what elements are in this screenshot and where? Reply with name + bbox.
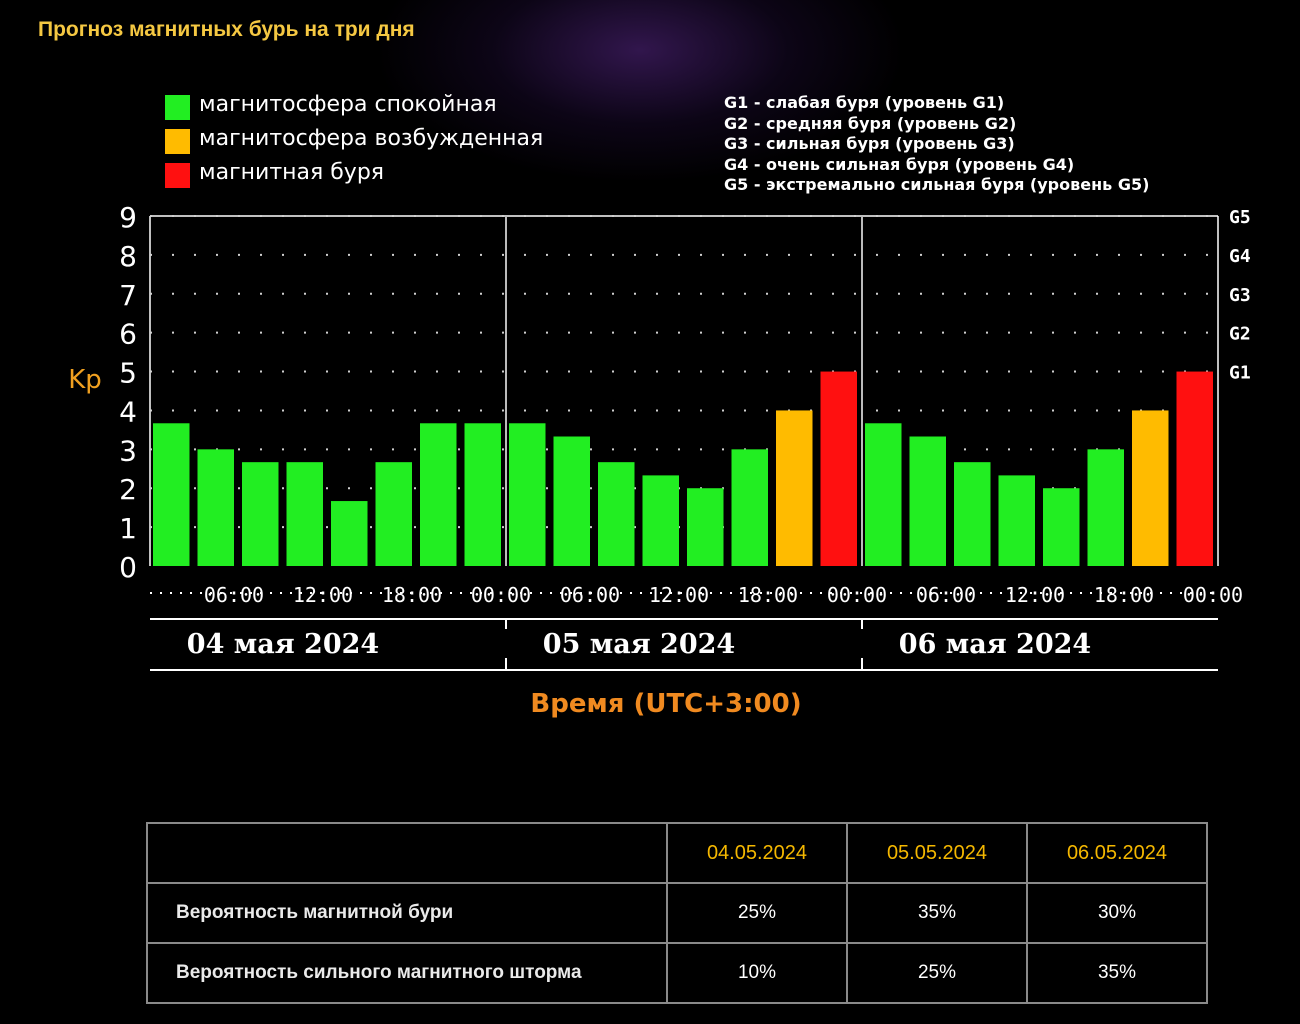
g-level-3: G3 - сильная буря (уровень G3): [724, 134, 1015, 153]
legend-swatch-active: [165, 129, 190, 154]
x-tick-label: 00:00: [827, 583, 887, 607]
table-header-date: 04.05.2024: [666, 822, 848, 884]
g-tick-label: G5: [1229, 207, 1251, 228]
kp-bar: [242, 462, 279, 566]
y-tick-label: 5: [119, 357, 137, 390]
kp-bar: [331, 501, 368, 566]
kp-bar: [909, 436, 946, 566]
table-header-row: 04.05.2024 05.05.2024 06.05.2024: [146, 822, 1208, 884]
table-row-label: Вероятность сильного магнитного шторма: [146, 942, 668, 1004]
kp-bar: [820, 371, 857, 566]
table-header-empty: [146, 822, 668, 884]
kp-bar: [731, 449, 768, 566]
g-tick-label: G3: [1229, 285, 1251, 306]
legend-swatch-quiet: [165, 95, 190, 120]
table-header-date: 05.05.2024: [846, 822, 1028, 884]
kp-bar: [197, 449, 234, 566]
x-tick-label: 12:00: [649, 583, 709, 607]
x-tick-label: 12:00: [1005, 583, 1065, 607]
table-header-date: 06.05.2024: [1026, 822, 1208, 884]
y-tick-label: 2: [119, 473, 137, 506]
g-level-4: G4 - очень сильная буря (уровень G4): [724, 154, 1075, 174]
kp-bar: [642, 475, 679, 566]
kp-forecast-chart: 0 1 2 3 4 5 6 7 8 9 G1 G2 G3 G4 G5 Kp 06:00 12:00 18:00 00:…: [68, 201, 1251, 719]
table-row: Вероятность сильного магнитного шторма 1…: [146, 942, 1208, 1004]
kp-bar: [464, 423, 501, 566]
day-label: 04 мая 2024: [187, 629, 379, 660]
kp-bar: [954, 462, 991, 566]
table-cell: 35%: [1026, 942, 1208, 1004]
y-tick-label: 7: [119, 279, 137, 312]
kp-bar: [553, 436, 590, 566]
x-tick-label: 18:00: [738, 583, 798, 607]
y-tick-label: 0: [119, 551, 137, 584]
kp-bar: [1043, 488, 1080, 566]
g-level-2: G2 - средняя буря (уровень G2): [724, 113, 1017, 133]
y-tick-label: 3: [119, 434, 137, 467]
y-tick-label: 4: [119, 395, 137, 428]
table-cell: 10%: [666, 942, 848, 1004]
page-title: Прогноз магнитных бурь на три дня: [38, 18, 415, 41]
kp-bar: [776, 410, 813, 566]
probability-table: 04.05.2024 05.05.2024 06.05.2024 Вероятн…: [146, 822, 1208, 1004]
legend-label-active: магнитосфера возбужденная: [199, 126, 544, 151]
g-level-1: G1 - слабая буря (уровень G1): [724, 93, 1005, 112]
x-tick-label: 12:00: [293, 583, 353, 607]
table-cell: 35%: [846, 882, 1028, 944]
x-tick-label: 18:00: [1094, 583, 1154, 607]
kp-bar: [687, 488, 724, 566]
day-label: 05 мая 2024: [543, 629, 735, 660]
legend-swatch-storm: [165, 163, 190, 188]
kp-bar: [286, 462, 323, 566]
table-row: Вероятность магнитной бури 25% 35% 30%: [146, 882, 1208, 944]
x-tick-label: 00:00: [471, 583, 531, 607]
x-axis-label: Время (UTC+3:00): [530, 689, 801, 719]
kp-bar: [509, 423, 546, 566]
kp-bar: [1132, 410, 1169, 566]
g-tick-label: G2: [1229, 324, 1251, 345]
x-tick-label: 00:00: [1183, 583, 1243, 607]
kp-bar: [375, 462, 412, 566]
y-axis-label: Kp: [68, 365, 102, 395]
y-tick-label: 1: [119, 512, 137, 545]
x-tick-label: 06:00: [916, 583, 976, 607]
day-label: 06 мая 2024: [899, 629, 1091, 660]
y-tick-label: 9: [119, 201, 137, 234]
g-level-5: G5 - экстремально сильная буря (уровень …: [724, 175, 1150, 194]
x-tick-label: 06:00: [560, 583, 620, 607]
table-cell: 25%: [666, 882, 848, 944]
table-cell: 25%: [846, 942, 1028, 1004]
table-row-label: Вероятность магнитной бури: [146, 882, 668, 944]
y-tick-label: 8: [119, 240, 137, 273]
table-cell: 30%: [1026, 882, 1208, 944]
kp-bar: [598, 462, 635, 566]
g-tick-label: G4: [1229, 246, 1251, 267]
kp-bar: [420, 423, 457, 566]
legend-label-quiet: магнитосфера спокойная: [199, 92, 497, 117]
g-level-legend: G1 - слабая буря (уровень G1) G2 - средн…: [724, 93, 1149, 196]
x-tick-label: 06:00: [204, 583, 264, 607]
x-tick-label: 18:00: [382, 583, 442, 607]
legend-label-storm: магнитная буря: [199, 160, 385, 185]
kp-bar: [153, 423, 190, 566]
kp-bar: [1087, 449, 1124, 566]
kp-bar: [865, 423, 902, 566]
kp-bar: [998, 475, 1035, 566]
y-tick-label: 6: [119, 318, 137, 351]
kp-bar: [1176, 371, 1213, 566]
g-tick-label: G1: [1229, 363, 1251, 384]
